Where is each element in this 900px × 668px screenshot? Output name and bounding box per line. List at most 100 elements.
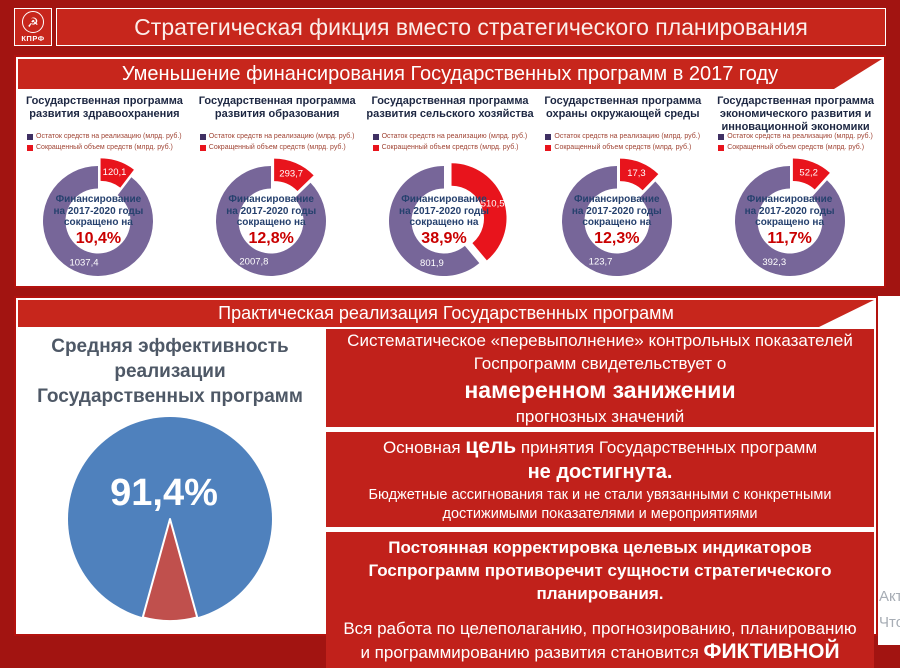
statement-line bbox=[340, 605, 860, 617]
legend-item: Остаток средств на реализацию (млрд. руб… bbox=[372, 131, 528, 142]
statement-box-1: Систематическое «перевыполнение» контрол… bbox=[326, 329, 874, 427]
legend-item: Остаток средств на реализацию (млрд. руб… bbox=[545, 131, 700, 142]
legend-swatch-icon bbox=[372, 133, 379, 140]
pie-title-line: Государственных программ bbox=[37, 386, 303, 407]
chart-legend: Остаток средств на реализацию (млрд. руб… bbox=[364, 131, 528, 155]
program-title: Государственная программа охраны окружаю… bbox=[544, 95, 702, 120]
donut-slice-group bbox=[100, 158, 135, 188]
text-run: ФИКТИВНОЙ bbox=[703, 640, 840, 663]
donut-svg: 2007,8 293,7 bbox=[216, 158, 327, 276]
donut-slice bbox=[274, 158, 314, 192]
legend-item: Сокращенный объем средств (млрд. руб.) bbox=[199, 142, 355, 153]
legend-label: Остаток средств на реализацию (млрд. руб… bbox=[36, 133, 182, 140]
statement-line: не достигнута. bbox=[340, 459, 860, 486]
program-title: Государственная программа развития здрав… bbox=[25, 95, 183, 120]
statement-box-2: Основная цель принятия Государственных п… bbox=[326, 432, 874, 527]
legend-swatch-icon bbox=[27, 133, 33, 140]
legend-label: Остаток средств на реализацию (млрд. руб… bbox=[727, 133, 873, 140]
donut-chart: 2007,8 293,7 Финансирование на 2017-2020 го… bbox=[199, 155, 355, 287]
legend-swatch-icon bbox=[718, 144, 725, 151]
program-chart-5: Государственная программа экономического… bbox=[709, 91, 882, 287]
program-chart-4: Государственная программа охраны окружаю… bbox=[536, 91, 709, 287]
donut-ring bbox=[216, 166, 327, 276]
logo-text: КПРФ bbox=[21, 34, 45, 43]
donut-svg: 392,3 52,2 bbox=[734, 158, 845, 276]
pie-svg: 91,4% bbox=[68, 417, 272, 622]
legend-label: Остаток средств на реализацию (млрд. руб… bbox=[554, 133, 701, 140]
slice-value-label: 17,3 bbox=[627, 168, 646, 179]
statement-line: Бюджетные ассигнования так и не стали ув… bbox=[340, 486, 860, 524]
donut-ring bbox=[734, 166, 845, 276]
donut-slice-group bbox=[274, 158, 314, 192]
legend-label: Остаток средств на реализацию (млрд. руб… bbox=[208, 133, 355, 140]
pie-slice bbox=[141, 518, 199, 622]
ring-value-label: 392,3 bbox=[762, 257, 786, 268]
kprf-logo: ☭ КПРФ bbox=[14, 8, 52, 46]
ring-value-label: 123,7 bbox=[588, 257, 612, 268]
realization-section-title-bar: Практическая реализация Государственных … bbox=[18, 300, 874, 327]
realization-panel: Практическая реализация Государственных … bbox=[14, 296, 878, 668]
legend-label: Сокращенный объем средств (млрд. руб.) bbox=[36, 144, 173, 151]
legend-swatch-icon bbox=[199, 133, 206, 140]
legend-item: Остаток средств на реализацию (млрд. руб… bbox=[27, 131, 182, 142]
realization-section-title: Практическая реализация Государственных … bbox=[218, 303, 674, 323]
slice-value-label: 293,7 bbox=[279, 168, 303, 179]
legend-swatch-icon bbox=[372, 144, 379, 151]
statement-line: Основная цель принятия Государственных п… bbox=[340, 435, 860, 459]
statement-line: Вся работа по целеполаганию, прогнозиров… bbox=[340, 617, 860, 664]
legend-item: Остаток средств на реализацию (млрд. руб… bbox=[718, 131, 873, 142]
donut-svg: 1037,4 120,1 bbox=[43, 158, 154, 276]
legend-item: Сокращенный объем средств (млрд. руб.) bbox=[545, 142, 700, 153]
text-run: Бюджетные ассигнования так и не стали ув… bbox=[368, 487, 832, 522]
donut-chart: 1037,4 120,1 Финансирование на 2017-2020 го… bbox=[26, 155, 182, 287]
donut-slice-group bbox=[451, 163, 507, 261]
donut-slice bbox=[451, 163, 507, 261]
pie-value-label: 91,4% bbox=[110, 472, 218, 514]
pie-title: Средняя эффективность реализации Государст… bbox=[37, 334, 303, 409]
donut-chart: 801,9 510,5 Финансирование на 2017-2020 год… bbox=[372, 155, 528, 287]
legend-label: Остаток средств на реализацию (млрд. руб… bbox=[381, 133, 528, 140]
donut-ring bbox=[388, 166, 480, 276]
pie-title-line: реализации bbox=[114, 361, 226, 382]
statement-line: намеренном занижении bbox=[340, 375, 860, 405]
legend-item: Остаток средств на реализацию (млрд. руб… bbox=[199, 131, 355, 142]
watermark: Акт Что bbox=[879, 584, 900, 636]
donut-chart: 392,3 52,2 Финансирование на 2017-2020 годы… bbox=[718, 155, 874, 287]
text-run: Постоянная корректировка целевых индикат… bbox=[368, 538, 832, 603]
legend-swatch-icon bbox=[545, 133, 552, 140]
donut-slice-group bbox=[619, 158, 659, 191]
legend-item: Сокращенный объем средств (млрд. руб.) bbox=[372, 142, 528, 153]
legend-item: Сокращенный объем средств (млрд. руб.) bbox=[27, 142, 182, 153]
ring-value-label: 1037,4 bbox=[70, 257, 99, 268]
statement-line: прогнозных значений bbox=[340, 405, 860, 428]
watermark-line: Акт bbox=[879, 588, 900, 605]
legend-swatch-icon bbox=[718, 133, 725, 140]
donut-slice bbox=[619, 158, 659, 191]
charts-row: Государственная программа развития здрав… bbox=[16, 91, 884, 287]
donut-ring bbox=[43, 166, 154, 276]
legend-label: Сокращенный объем средств (млрд. руб.) bbox=[727, 144, 865, 151]
pie-chart: 91,4% bbox=[58, 411, 282, 630]
statement-line: Систематическое «перевыполнение» контрол… bbox=[340, 329, 860, 375]
donut-svg: 801,9 510,5 bbox=[388, 163, 507, 276]
legend-label: Сокращенный объем средств (млрд. руб.) bbox=[554, 144, 692, 151]
effectiveness-block: Средняя эффективность реализации Государст… bbox=[18, 329, 322, 634]
legend-label: Сокращенный объем средств (млрд. руб.) bbox=[208, 144, 346, 151]
slice-value-label: 52,2 bbox=[799, 168, 818, 179]
donut-slice bbox=[792, 158, 830, 190]
legend-swatch-icon bbox=[545, 144, 552, 151]
realization-body: Средняя эффективность реализации Государст… bbox=[16, 327, 876, 668]
text-run: Основная bbox=[382, 438, 466, 457]
text-run: намеренном занижении bbox=[464, 376, 736, 403]
statement-box-3: Постоянная корректировка целевых индикат… bbox=[326, 532, 874, 668]
program-chart-2: Государственная программа развития образ… bbox=[191, 91, 364, 287]
text-run: не достигнута. bbox=[527, 461, 673, 483]
funding-panel: Уменьшение финансирования Государственны… bbox=[14, 55, 886, 288]
program-title: Государственная программа развития сельс… bbox=[366, 95, 534, 120]
chart-legend: Остаток средств на реализацию (млрд. руб… bbox=[709, 131, 873, 155]
donut-chart: 123,7 17,3 Финансирование на 2017-2020 годы… bbox=[545, 155, 701, 287]
ring-value-label: 2007,8 bbox=[240, 256, 269, 267]
donut-slice bbox=[100, 158, 135, 188]
legend-swatch-icon bbox=[27, 144, 33, 151]
ring-value-label: 801,9 bbox=[420, 258, 444, 269]
